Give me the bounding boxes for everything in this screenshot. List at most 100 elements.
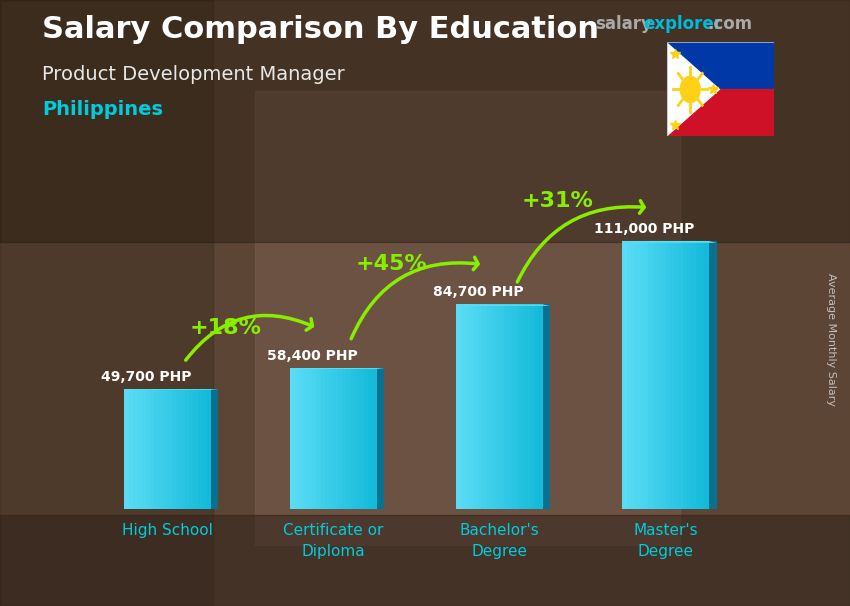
- Bar: [167, 389, 172, 509]
- Bar: [184, 389, 189, 509]
- Bar: [255, 91, 680, 545]
- Bar: [364, 368, 368, 509]
- Bar: [705, 241, 709, 509]
- Bar: [653, 241, 657, 509]
- Bar: [461, 304, 465, 509]
- Bar: [661, 241, 666, 509]
- Bar: [176, 389, 180, 509]
- Text: +18%: +18%: [190, 318, 262, 338]
- Bar: [657, 241, 661, 509]
- Bar: [333, 368, 337, 509]
- Text: Philippines: Philippines: [42, 100, 163, 119]
- Bar: [691, 241, 696, 509]
- Bar: [150, 389, 155, 509]
- Bar: [372, 368, 377, 509]
- Bar: [198, 389, 202, 509]
- Bar: [478, 304, 482, 509]
- Text: 111,000 PHP: 111,000 PHP: [594, 222, 694, 236]
- Bar: [355, 368, 360, 509]
- Text: +31%: +31%: [522, 191, 593, 211]
- Bar: [521, 304, 525, 509]
- Text: +45%: +45%: [355, 255, 428, 275]
- Bar: [491, 304, 496, 509]
- Bar: [159, 389, 163, 509]
- Bar: [133, 389, 137, 509]
- Bar: [473, 304, 478, 509]
- Polygon shape: [622, 241, 717, 243]
- Bar: [542, 304, 551, 509]
- Bar: [320, 368, 325, 509]
- Bar: [469, 304, 473, 509]
- Bar: [291, 368, 295, 509]
- Polygon shape: [291, 368, 384, 369]
- Bar: [308, 368, 312, 509]
- Bar: [211, 389, 218, 509]
- Bar: [360, 368, 364, 509]
- Bar: [482, 304, 486, 509]
- Bar: [303, 368, 308, 509]
- Bar: [347, 368, 351, 509]
- Text: 58,400 PHP: 58,400 PHP: [267, 349, 357, 363]
- Bar: [678, 241, 683, 509]
- Bar: [530, 304, 534, 509]
- Text: Average Monthly Salary: Average Monthly Salary: [826, 273, 836, 406]
- Bar: [696, 241, 700, 509]
- Bar: [534, 304, 538, 509]
- Bar: [496, 304, 500, 509]
- Bar: [635, 241, 640, 509]
- Text: Product Development Manager: Product Development Manager: [42, 65, 345, 84]
- Bar: [295, 368, 299, 509]
- Bar: [325, 368, 329, 509]
- Text: .com: .com: [707, 15, 752, 33]
- Bar: [687, 241, 691, 509]
- Bar: [155, 389, 159, 509]
- Bar: [465, 304, 469, 509]
- Bar: [456, 304, 461, 509]
- Bar: [666, 241, 670, 509]
- Text: salary: salary: [595, 15, 652, 33]
- Bar: [337, 368, 342, 509]
- Bar: [377, 368, 384, 509]
- Bar: [700, 241, 705, 509]
- Bar: [299, 368, 303, 509]
- Polygon shape: [456, 304, 551, 306]
- Bar: [626, 241, 631, 509]
- Bar: [163, 389, 167, 509]
- Bar: [128, 389, 133, 509]
- Bar: [500, 304, 504, 509]
- Bar: [342, 368, 347, 509]
- Text: 49,700 PHP: 49,700 PHP: [100, 370, 191, 384]
- Bar: [486, 304, 491, 509]
- Bar: [124, 389, 128, 509]
- Bar: [670, 241, 674, 509]
- Bar: [0, 0, 212, 606]
- Bar: [142, 389, 146, 509]
- Bar: [368, 368, 372, 509]
- Polygon shape: [667, 42, 720, 136]
- Bar: [513, 304, 517, 509]
- Bar: [207, 389, 211, 509]
- Text: Salary Comparison By Education: Salary Comparison By Education: [42, 15, 599, 44]
- Bar: [709, 241, 717, 509]
- Polygon shape: [124, 389, 218, 390]
- Bar: [316, 368, 320, 509]
- Bar: [683, 241, 687, 509]
- Bar: [193, 389, 198, 509]
- Text: 84,700 PHP: 84,700 PHP: [433, 285, 524, 299]
- Circle shape: [680, 76, 700, 102]
- Bar: [312, 368, 316, 509]
- Bar: [631, 241, 635, 509]
- Bar: [525, 304, 530, 509]
- Bar: [0, 0, 850, 242]
- Bar: [640, 241, 644, 509]
- Bar: [189, 389, 193, 509]
- Bar: [146, 389, 150, 509]
- Bar: [504, 304, 508, 509]
- Bar: [351, 368, 355, 509]
- Bar: [517, 304, 521, 509]
- Bar: [649, 241, 653, 509]
- Bar: [622, 241, 626, 509]
- Bar: [329, 368, 333, 509]
- Bar: [137, 389, 142, 509]
- Bar: [0, 515, 850, 606]
